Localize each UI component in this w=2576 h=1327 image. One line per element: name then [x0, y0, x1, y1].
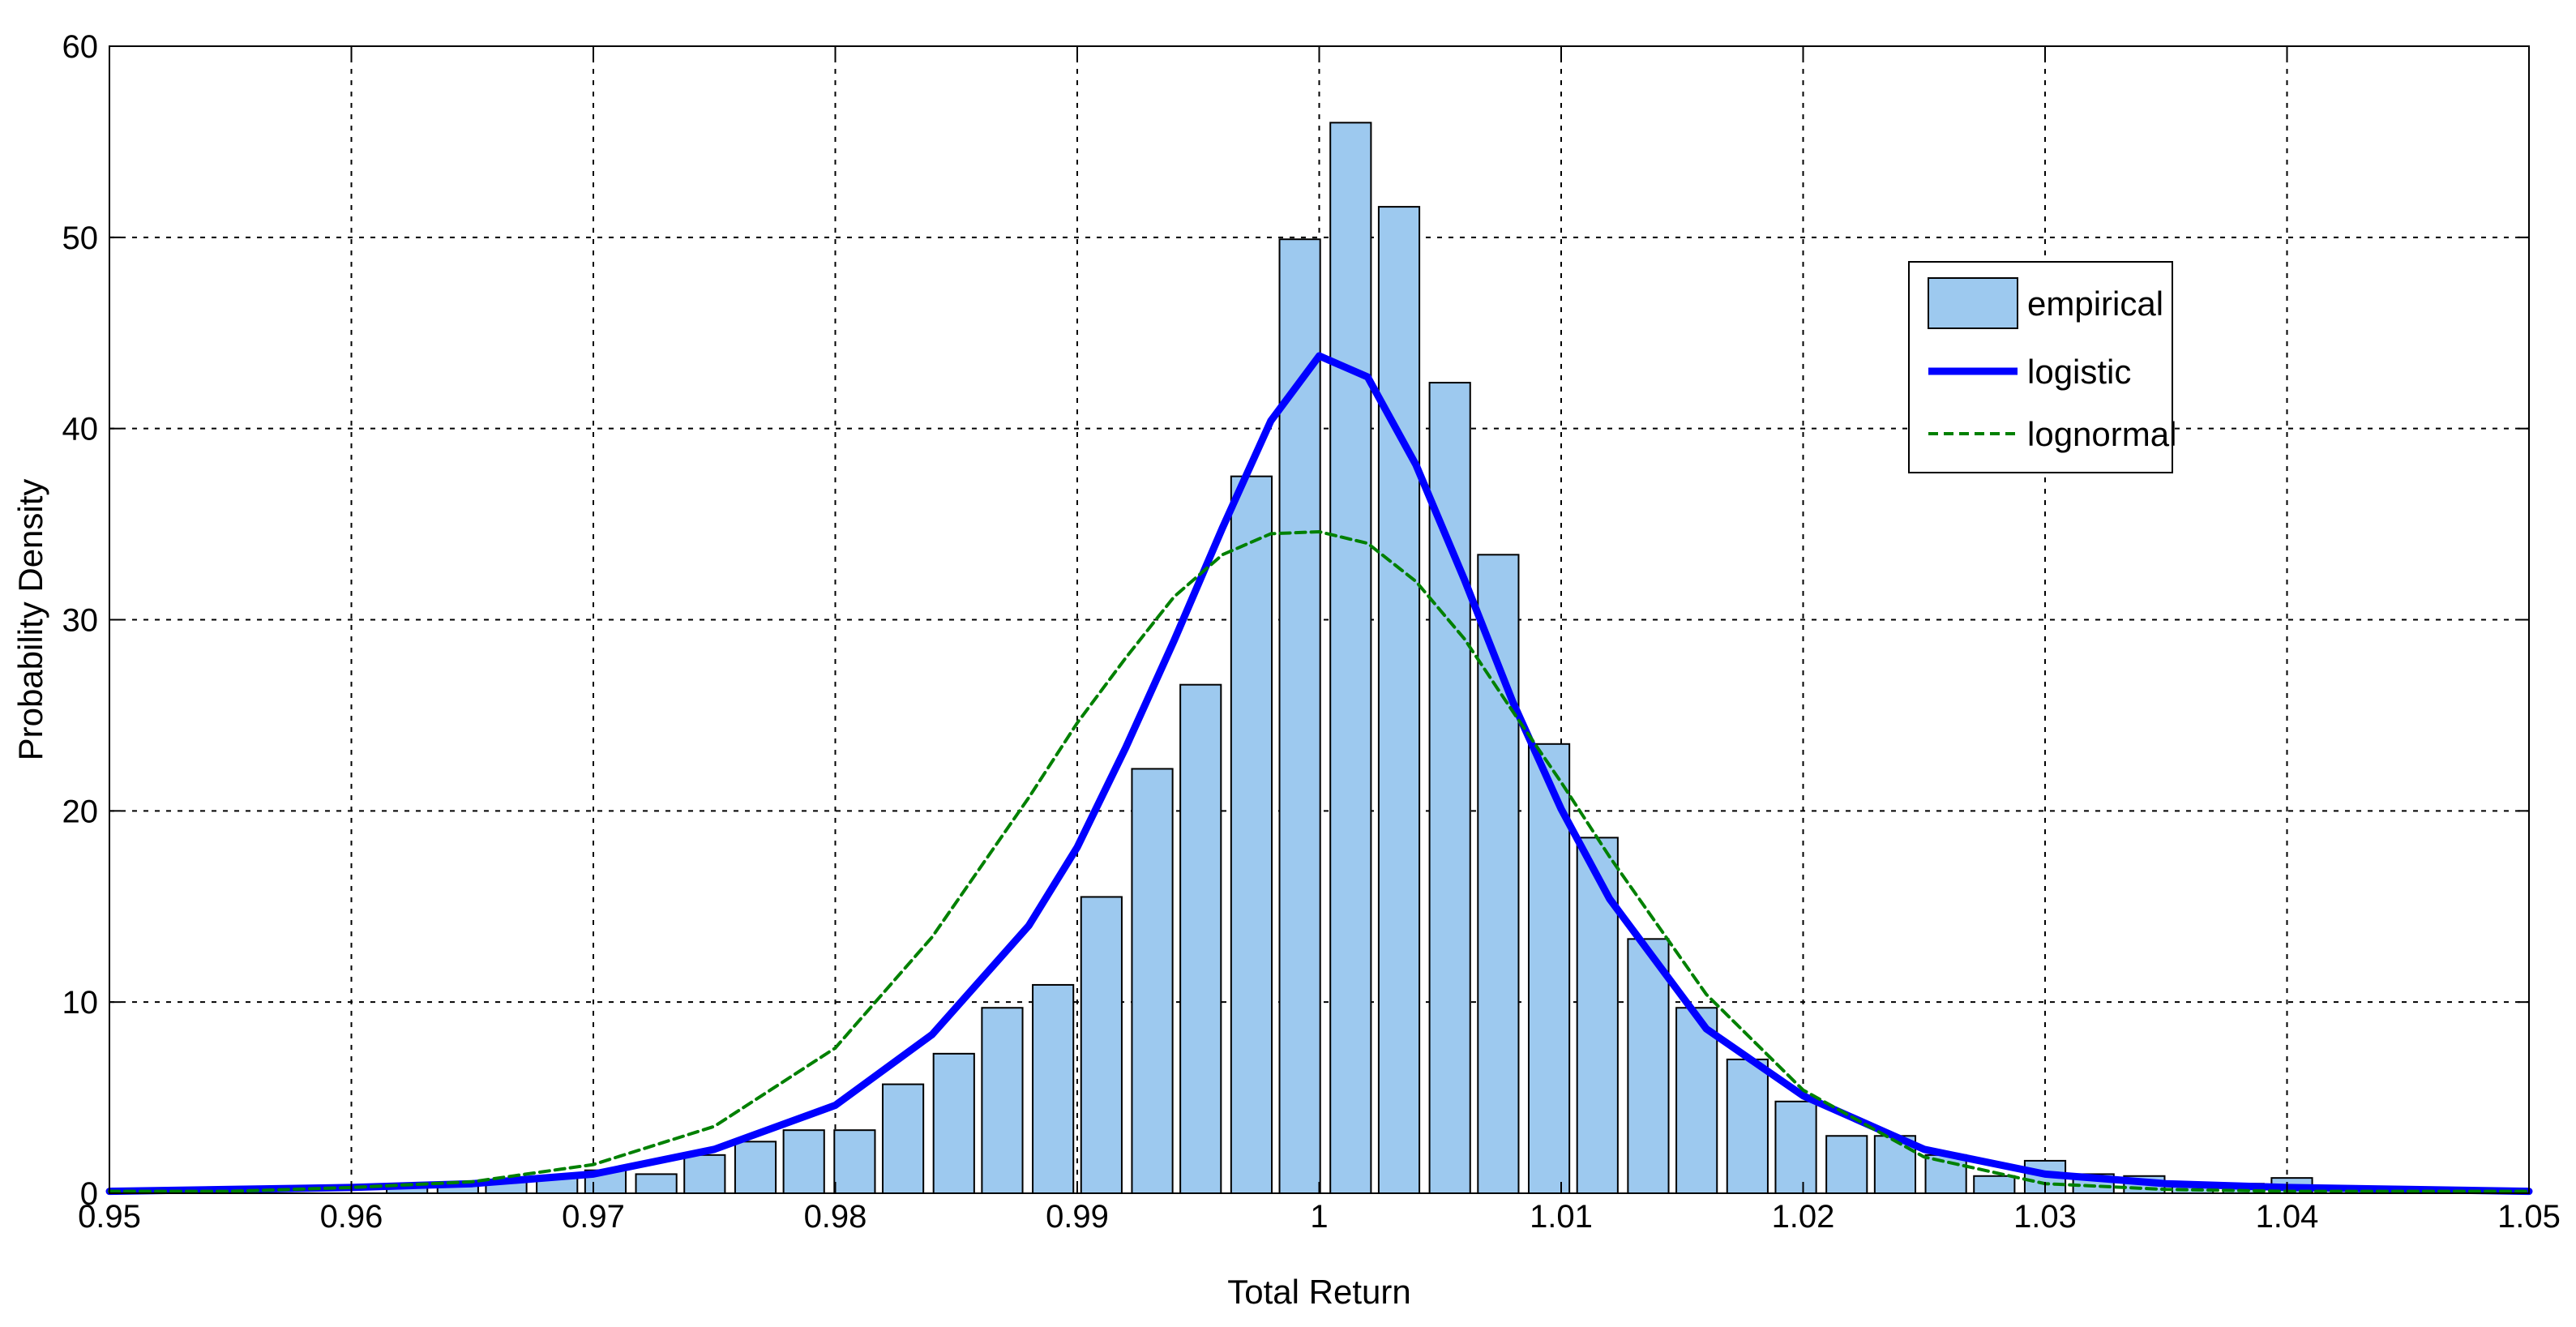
- histogram-bar: [932, 1052, 975, 1195]
- y-tick-label: 20: [62, 794, 99, 829]
- y-tick-label: 60: [62, 29, 99, 65]
- histogram-bar: [1032, 983, 1075, 1194]
- y-tick-label: 30: [62, 603, 99, 639]
- histogram-bar: [1627, 938, 1670, 1194]
- histogram-bar: [1973, 1175, 2016, 1195]
- histogram-bar: [1477, 554, 1520, 1194]
- y-tick-label: 40: [62, 412, 99, 447]
- fitted-curves: [105, 352, 2533, 1196]
- logistic-curve: [105, 352, 2533, 1196]
- histogram-bar: [1726, 1058, 1769, 1194]
- y-axis-label: Probability Density: [11, 479, 49, 761]
- y-axis-ticks: 0 10 20 30 40 50 60: [62, 29, 2529, 1212]
- x-tick-label: 1.03: [2013, 1199, 2077, 1235]
- histogram-bar: [881, 1083, 925, 1194]
- legend-label-empirical: empirical: [2027, 285, 2163, 323]
- x-tick-label: 0.99: [1046, 1199, 1109, 1235]
- x-tick-label: 0.95: [78, 1199, 141, 1235]
- histogram-bar: [1080, 896, 1123, 1195]
- histogram-bar: [1179, 683, 1222, 1194]
- x-tick-label: 1.04: [2256, 1199, 2319, 1235]
- histogram-bar: [782, 1129, 825, 1195]
- y-tick-label: 0: [80, 1176, 98, 1212]
- legend-swatch-empirical: [1928, 277, 2018, 329]
- x-axis-ticks: 0.95 0.96 0.97 0.98 0.99 1 1.01 1.02 1.03 1.04 1.0…: [78, 46, 2561, 1235]
- lognormal-curve: [108, 530, 2531, 1193]
- x-tick-label: 0.97: [562, 1199, 625, 1235]
- histogram-bar: [1675, 1007, 1718, 1195]
- x-axis-label: Total Return: [1227, 1273, 1410, 1311]
- x-tick-label: 1.02: [1772, 1199, 1835, 1235]
- histogram-bar: [635, 1173, 678, 1194]
- legend: empirical logistic lognormal: [1908, 261, 2176, 473]
- histogram-bar: [1825, 1135, 1868, 1194]
- y-tick-label: 10: [62, 985, 99, 1021]
- histogram-bar: [1230, 475, 1273, 1194]
- x-tick-label: 0.96: [320, 1199, 383, 1235]
- y-tick-label: 50: [62, 220, 99, 256]
- legend-label-logistic: logistic: [2027, 353, 2131, 391]
- histogram-bar: [1131, 768, 1174, 1194]
- legend-label-lognormal: lognormal: [2027, 415, 2176, 453]
- histogram-bar: [683, 1154, 726, 1195]
- histogram-bar: [734, 1141, 777, 1194]
- histogram-bar: [1377, 206, 1421, 1195]
- histogram-bar: [1774, 1100, 1817, 1195]
- x-tick-label: 1.05: [2497, 1199, 2561, 1235]
- histogram-bar: [1329, 122, 1372, 1194]
- histogram-bar: [1924, 1154, 1967, 1195]
- histogram-bar: [981, 1007, 1024, 1195]
- x-tick-label: 1.01: [1530, 1199, 1593, 1235]
- x-tick-label: 1: [1310, 1199, 1328, 1235]
- x-tick-label: 0.98: [804, 1199, 867, 1235]
- histogram-bar: [1576, 837, 1619, 1194]
- histogram-bar: [833, 1129, 876, 1195]
